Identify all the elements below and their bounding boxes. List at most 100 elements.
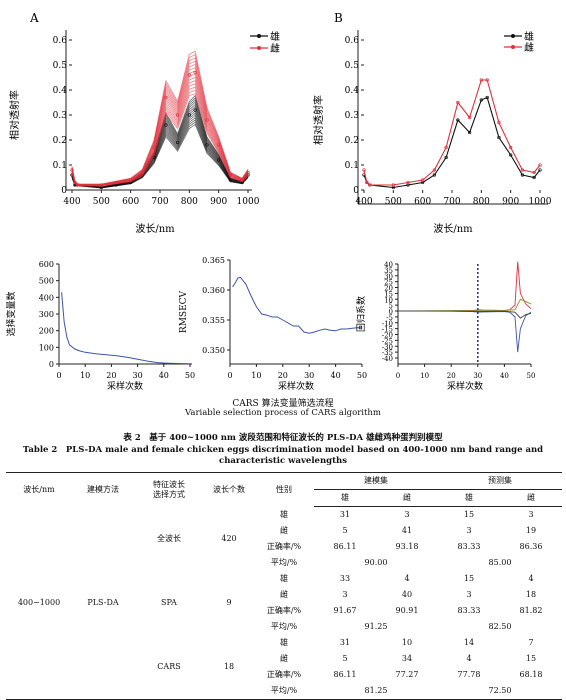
cell-value: 4 <box>466 654 472 663</box>
spectrum-point <box>114 180 118 185</box>
y-tick-label: 0 <box>61 186 67 196</box>
x-tick-label: 400 <box>355 197 372 207</box>
coefficient-line <box>397 310 532 319</box>
x-tick-label: 10 <box>420 372 429 380</box>
y-tick-label: 0.355 <box>202 316 225 325</box>
selected-variables-line <box>61 292 191 365</box>
table-header-row: 波长/nm 建模方法 特征波长 选择方式 波长个数 性别 建模集 预测集 <box>6 472 562 507</box>
spectrum-point <box>432 173 437 177</box>
cell-value: 86.36 <box>519 542 543 551</box>
x-tick-label: 50 <box>357 371 367 380</box>
y-tick-label: 0.365 <box>202 256 225 265</box>
cell-row-label: 雄 <box>280 638 288 647</box>
spectrum-line <box>363 96 541 189</box>
x-tick-label: 30 <box>473 372 482 380</box>
cell-row-label: 平均/% <box>270 686 298 695</box>
cell-value: 77.27 <box>395 670 419 679</box>
y-tick-label: 0.3 <box>53 111 68 121</box>
cell-value: 5 <box>342 654 348 663</box>
table-row: 雌 5 34 4 15 <box>6 651 562 667</box>
y-tick-label: -15 <box>382 326 393 334</box>
y-tick-label: 0.360 <box>202 286 225 295</box>
table-row: 正确率/% 86.11 77.27 77.78 68.18 <box>6 667 562 683</box>
cell-value: 93.18 <box>395 542 419 551</box>
spectrum-point <box>368 183 372 187</box>
y-tick-label: 0.1 <box>345 161 359 171</box>
header-train-male: 雄 <box>314 489 376 507</box>
y-tick-label: 0.3 <box>345 111 360 121</box>
panel-b-label: B <box>334 11 343 25</box>
x-tick-label: 1000 <box>529 197 552 207</box>
cell-train-average: 81.25 <box>364 686 388 695</box>
spectrum-point <box>509 153 513 157</box>
cell-value: 77.78 <box>457 670 481 679</box>
y-tick-label: 200 <box>39 327 54 336</box>
cell-row-label: 雌 <box>280 526 288 535</box>
table-row: 400~1000 PLS-DA 全波长 420 雄 31 3 15 3 <box>6 507 562 607</box>
legend-male: 雄 <box>270 30 280 43</box>
spectrum-line <box>71 50 249 185</box>
coefficient-line <box>397 298 532 312</box>
y-tick-label: 0.1 <box>53 161 67 171</box>
cell-value: 15 <box>525 654 537 663</box>
y-tick-label: -10 <box>382 320 393 328</box>
cell-value: 31 <box>339 510 351 519</box>
table-title-en-2: characteristic wavelengths <box>219 456 347 466</box>
header-test: 预测集 <box>438 472 562 490</box>
cell-value: 4 <box>528 574 534 583</box>
y-tick-label: -30 <box>382 343 393 351</box>
cell-value: 41 <box>401 526 413 535</box>
spectrum-point <box>228 173 233 177</box>
header-count: 波长个数 <box>204 472 254 507</box>
cell-value: 15 <box>463 574 475 583</box>
header-train: 建模集 <box>314 472 438 490</box>
spectrum-point <box>467 130 472 135</box>
x-tick-label: 800 <box>473 197 490 207</box>
header-sex: 性别 <box>254 472 314 507</box>
cell-row-label: 正确率/% <box>266 670 302 679</box>
x-tick-label: 600 <box>122 197 139 207</box>
cell-train-average: 91.25 <box>364 622 388 631</box>
spectrum-point <box>479 98 483 102</box>
panel-a-legend: 雄 雌 <box>250 30 280 55</box>
y-tick-label: 0.5 <box>53 61 68 71</box>
x-tick-label: 700 <box>443 197 460 207</box>
spectrum-point <box>73 180 77 185</box>
legend-female-b: 雌 <box>524 41 534 54</box>
panel-regression: 4035302520151050-5-10-15-20-25-30-35-400… <box>355 261 535 392</box>
y-tick-label: 0 <box>353 186 359 196</box>
cell-model: PLS-DA <box>87 597 119 607</box>
x-tick-label: 50 <box>185 371 195 380</box>
p3-y-label: 回归系数 <box>355 296 367 332</box>
panel-a-x-label: 波长/nm <box>135 222 175 235</box>
cell-selection-method: 全波长 <box>157 533 181 543</box>
panel-rmsecv: 0.365 0.360 0.355 0.350 0 10 20 30 40 50 RMSECV 采… <box>179 256 367 392</box>
table-title-cn: 表 2 基于 400~1000 nm 波段范围和特征波长的 PLS-DA 雄雌鸡… <box>123 433 443 443</box>
spectrum-point <box>99 183 103 187</box>
x-tick-label: 30 <box>133 371 143 380</box>
y-tick-label: 10 <box>384 296 393 304</box>
results-table: 波长/nm 建模方法 特征波长 选择方式 波长个数 性别 建模集 预测集 雄 雌 … <box>6 472 562 700</box>
cell-selection-method: SPA <box>161 598 177 607</box>
table-row: SPA 9 雄 33 4 15 4 <box>6 571 562 607</box>
spectrum-point <box>391 183 395 187</box>
spectrum-point <box>520 168 525 172</box>
cell-value: 3 <box>342 590 348 599</box>
cell-value: 68.18 <box>519 670 543 679</box>
header-method: 建模方法 <box>72 472 134 507</box>
panel-selected-variables: 600 500 400 300 200 100 00 10 20 30 40 50 选择变量数 采样次… <box>5 260 195 392</box>
header-selection: 特征波长 选择方式 <box>134 472 204 507</box>
x-tick-label: 0 <box>396 372 400 380</box>
y-tick-label: 0 <box>389 308 393 316</box>
cell-test-average: 82.50 <box>488 622 512 631</box>
spectrum-point <box>246 170 250 175</box>
x-tick-label: 20 <box>106 371 116 380</box>
cell-value: 19 <box>525 526 537 535</box>
cell-value: 18 <box>525 590 537 599</box>
x-tick-label: 20 <box>278 371 288 380</box>
cell-value: 31 <box>339 638 351 647</box>
spectrum-point <box>187 113 191 117</box>
spectrum-point <box>532 170 536 175</box>
x-tick-label: 20 <box>447 372 456 380</box>
